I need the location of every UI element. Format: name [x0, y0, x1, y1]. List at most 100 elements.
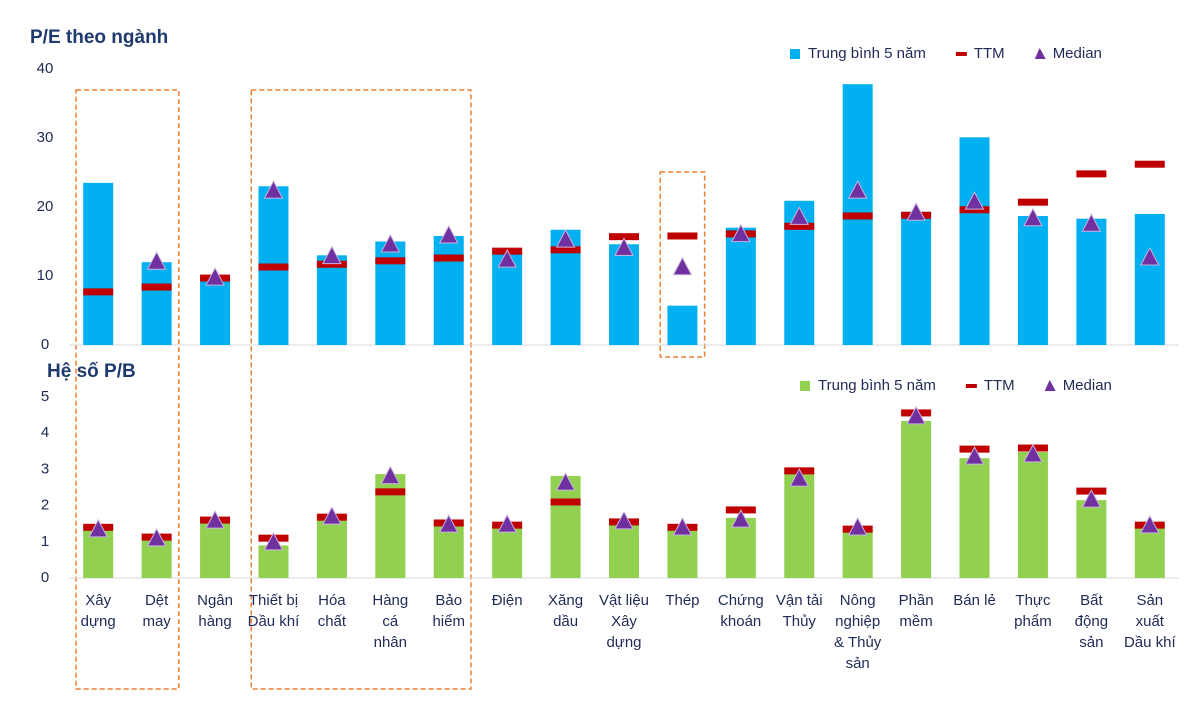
median-marker — [263, 531, 284, 551]
median-marker — [88, 518, 109, 538]
median-marker — [789, 468, 810, 487]
legend-swatch — [955, 52, 967, 56]
legend-label: Trung bình 5 năm — [818, 377, 936, 394]
median-marker — [380, 233, 401, 253]
y-tick-label: 0 — [41, 336, 49, 353]
x-tick-label: Vật liệu Xây dựng — [599, 592, 649, 651]
median-marker — [1081, 489, 1102, 508]
legend-swatch — [1034, 48, 1046, 59]
bar — [725, 517, 756, 578]
x-tick-label: Bất động sản — [1075, 592, 1108, 651]
bar — [609, 521, 639, 578]
y-tick-label: 10 — [37, 267, 54, 284]
ttm-marker — [316, 260, 347, 268]
x-tick-label: Hóa chất — [318, 592, 347, 630]
median-marker — [263, 180, 284, 199]
legend-swatch — [800, 381, 810, 391]
ttm-marker — [258, 263, 289, 271]
ttm-marker — [842, 212, 873, 220]
chart-title: Hệ số P/B — [47, 361, 136, 382]
x-tick-label: Dệt may — [142, 592, 171, 630]
x-tick-label: Vận tải Thủy — [776, 592, 823, 630]
ttm-marker — [375, 488, 406, 496]
median-marker — [555, 229, 576, 248]
legend-label: Median — [1063, 377, 1112, 394]
median-marker — [322, 245, 342, 265]
legend-label: Median — [1053, 45, 1102, 62]
median-marker — [1023, 443, 1043, 463]
median-marker — [906, 405, 926, 425]
legend-label: TTM — [984, 377, 1015, 394]
bar — [901, 420, 932, 578]
bar — [316, 255, 347, 345]
bar — [83, 529, 114, 578]
median-marker — [146, 527, 167, 547]
bar — [1134, 526, 1165, 578]
y-tick-label: 40 — [37, 60, 54, 77]
median-marker — [672, 256, 693, 276]
median-marker — [672, 516, 693, 536]
y-tick-label: 2 — [41, 497, 49, 514]
median-marker — [555, 472, 576, 491]
x-tick-label: Ngân hàng — [197, 592, 233, 630]
median-marker — [614, 510, 634, 530]
median-marker — [438, 514, 459, 533]
x-tick-label: Thép — [665, 592, 699, 609]
median-marker — [146, 251, 167, 270]
ttm-marker — [550, 246, 581, 254]
bar — [83, 182, 114, 345]
median-marker — [497, 249, 517, 268]
x-tick-label: Xăng dầu — [548, 592, 583, 630]
median-marker — [614, 237, 634, 256]
legend-swatch — [1044, 380, 1056, 391]
ttm-marker — [433, 254, 464, 262]
ttm-marker — [667, 232, 698, 240]
ttm-marker — [141, 283, 172, 291]
legend-label: TTM — [974, 45, 1005, 62]
bar — [1134, 213, 1165, 345]
x-tick-label: Nông nghiệp & Thủy sản — [834, 592, 882, 672]
bar — [842, 529, 873, 578]
median-marker — [1023, 207, 1043, 227]
x-tick-label: Điện — [492, 592, 523, 609]
bar — [141, 262, 172, 345]
chart-title: P/E theo ngành — [30, 27, 168, 48]
highlight-box — [75, 89, 180, 690]
median-marker — [380, 465, 401, 485]
median-marker — [322, 506, 342, 525]
x-tick-label: Thực phẩm — [1014, 592, 1052, 630]
bar — [492, 253, 523, 345]
bar — [667, 528, 698, 578]
median-marker — [438, 224, 459, 244]
bar — [959, 137, 990, 345]
bar — [901, 211, 932, 345]
median-marker — [205, 267, 225, 286]
bar — [667, 305, 698, 345]
ttm-marker — [959, 206, 990, 214]
bar — [959, 458, 990, 578]
bar — [609, 244, 639, 345]
median-marker — [964, 446, 985, 465]
highlight-box — [659, 171, 706, 358]
ttm-marker — [375, 257, 406, 265]
legend-swatch — [965, 384, 977, 388]
ttm-marker — [784, 222, 815, 230]
median-marker — [847, 516, 868, 536]
bar — [1017, 452, 1048, 578]
ttm-marker — [609, 233, 639, 241]
x-tick-label: Bảo hiểm — [432, 592, 465, 630]
ttm-marker — [550, 498, 581, 506]
bar — [784, 470, 815, 578]
median-marker — [497, 514, 517, 533]
bar — [375, 241, 406, 345]
bar — [1076, 218, 1107, 345]
y-tick-label: 1 — [41, 533, 49, 550]
x-tick-label: Phần mềm — [899, 592, 934, 630]
ttm-marker — [1017, 198, 1048, 206]
legend-label: Trung bình 5 năm — [808, 45, 926, 62]
y-tick-label: 0 — [41, 569, 49, 586]
bar — [200, 276, 231, 345]
bar — [492, 525, 523, 578]
median-marker — [964, 191, 985, 210]
